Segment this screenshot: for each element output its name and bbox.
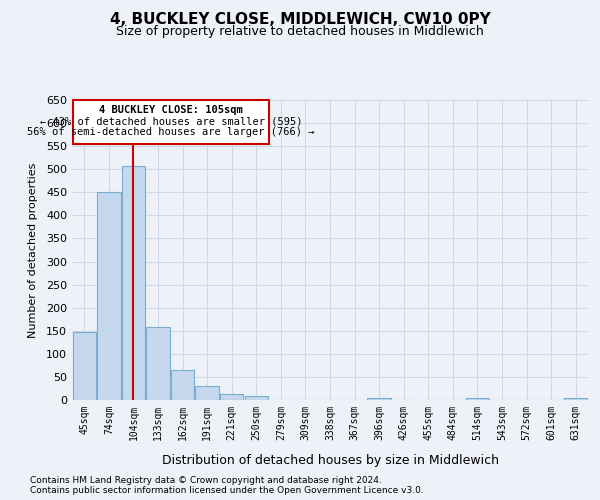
Y-axis label: Number of detached properties: Number of detached properties: [28, 162, 38, 338]
Bar: [466, 398, 489, 400]
X-axis label: Distribution of detached houses by size in Middlewich: Distribution of detached houses by size …: [161, 454, 499, 467]
Bar: [146, 327, 170, 400]
Bar: [73, 332, 96, 400]
Bar: [564, 398, 587, 400]
Bar: [367, 398, 391, 400]
Text: 4 BUCKLEY CLOSE: 105sqm: 4 BUCKLEY CLOSE: 105sqm: [99, 104, 243, 115]
Text: Contains public sector information licensed under the Open Government Licence v3: Contains public sector information licen…: [30, 486, 424, 495]
Bar: [171, 370, 194, 400]
Bar: [97, 192, 121, 400]
Bar: [245, 396, 268, 400]
Text: ← 43% of detached houses are smaller (595): ← 43% of detached houses are smaller (59…: [40, 116, 302, 126]
FancyBboxPatch shape: [73, 100, 269, 144]
Text: Size of property relative to detached houses in Middlewich: Size of property relative to detached ho…: [116, 25, 484, 38]
Text: 4, BUCKLEY CLOSE, MIDDLEWICH, CW10 0PY: 4, BUCKLEY CLOSE, MIDDLEWICH, CW10 0PY: [110, 12, 490, 28]
Bar: [196, 386, 219, 400]
Text: 56% of semi-detached houses are larger (766) →: 56% of semi-detached houses are larger (…: [27, 128, 314, 138]
Bar: [122, 166, 145, 400]
Bar: [220, 394, 244, 400]
Text: Contains HM Land Registry data © Crown copyright and database right 2024.: Contains HM Land Registry data © Crown c…: [30, 476, 382, 485]
